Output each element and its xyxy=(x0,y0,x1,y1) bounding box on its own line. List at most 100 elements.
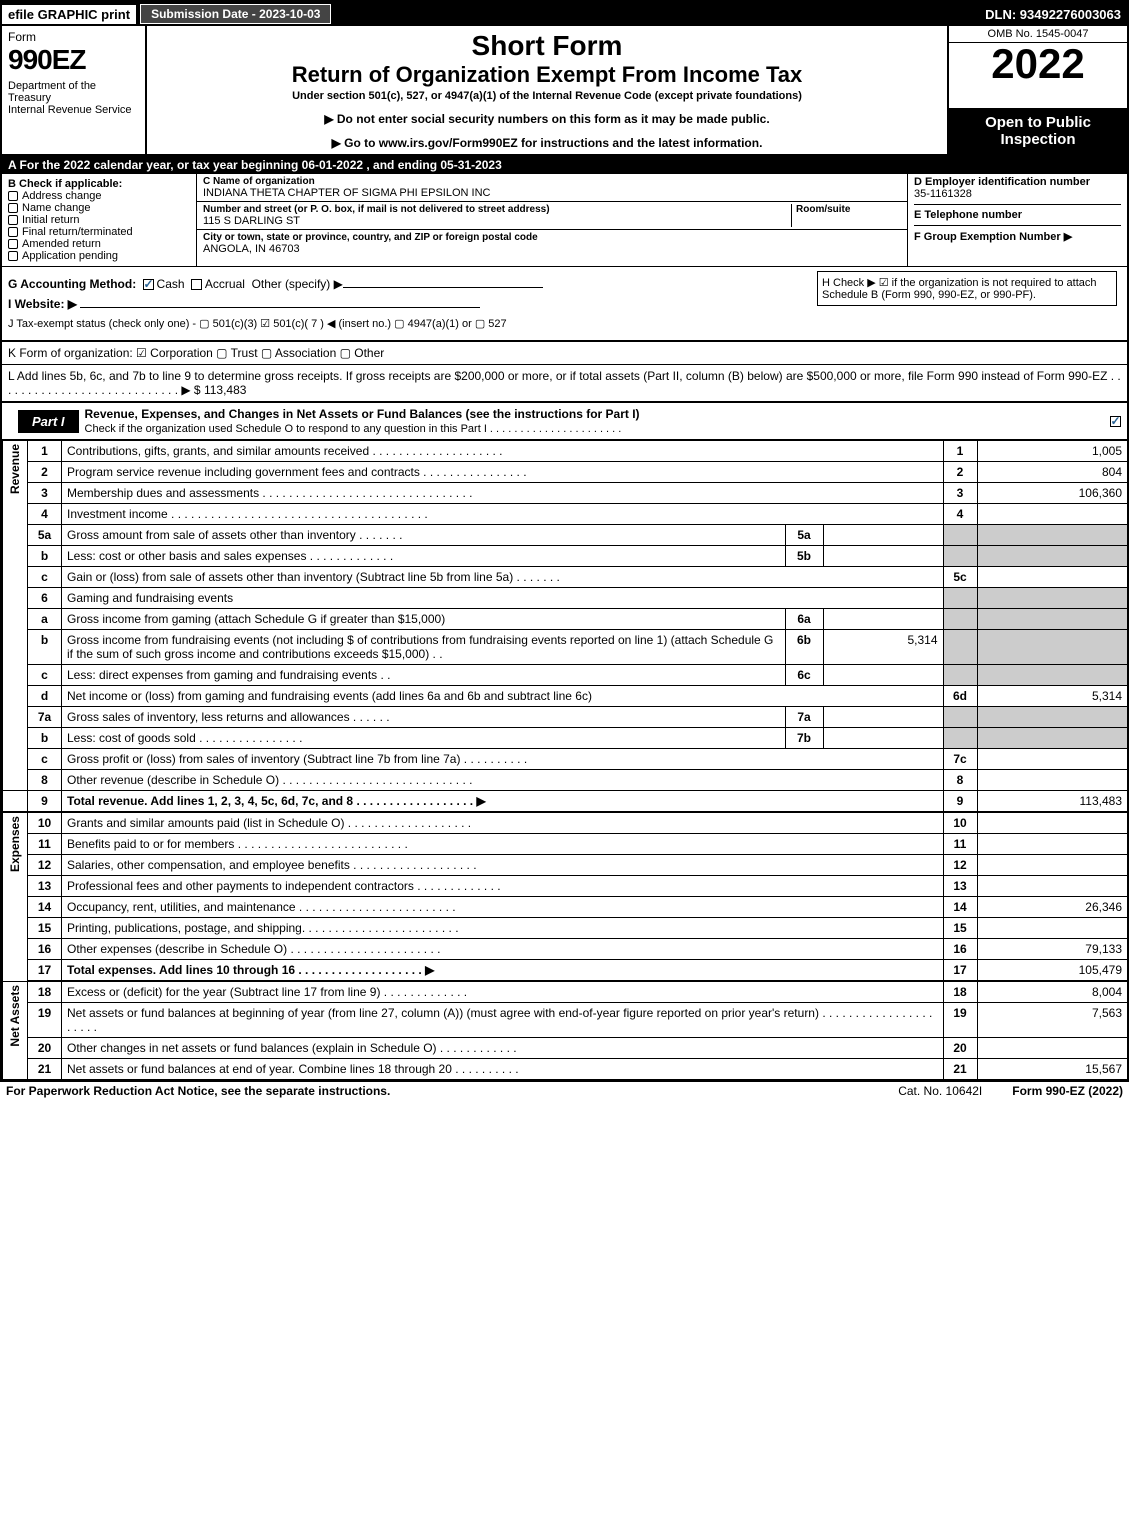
line-amount xyxy=(823,546,943,567)
line-amount: 105,479 xyxy=(977,960,1127,982)
checkbox-icon[interactable] xyxy=(8,227,18,237)
line-desc: Benefits paid to or for members . . . . … xyxy=(62,834,944,855)
line-desc: Membership dues and assessments . . . . … xyxy=(62,483,944,504)
line-desc: Net income or (loss) from gaming and fun… xyxy=(62,686,944,707)
line-amount: 5,314 xyxy=(823,630,943,665)
checkbox-icon[interactable] xyxy=(143,279,154,290)
section-a: A For the 2022 calendar year, or tax yea… xyxy=(2,156,1127,174)
street-address: 115 S DARLING ST xyxy=(203,215,791,227)
section-def: D Employer identification number 35-1161… xyxy=(907,174,1127,266)
section-h: H Check ▶ ☑ if the organization is not r… xyxy=(817,271,1117,306)
section-b: B Check if applicable: Address change Na… xyxy=(2,174,197,266)
line-amount: 7,563 xyxy=(977,1003,1127,1038)
line-desc: Contributions, gifts, grants, and simila… xyxy=(62,441,944,462)
c-city-label: City or town, state or province, country… xyxy=(203,232,538,243)
short-form-title: Short Form xyxy=(151,30,943,62)
line-desc: Less: cost or other basis and sales expe… xyxy=(62,546,786,567)
line-amount: 15,567 xyxy=(977,1059,1127,1080)
line-desc: Total revenue. Add lines 1, 2, 3, 4, 5c,… xyxy=(62,791,944,813)
line-amount xyxy=(977,749,1127,770)
checkbox-icon[interactable] xyxy=(8,215,18,225)
form-header: Form 990EZ Department of the Treasury In… xyxy=(2,26,1127,156)
header-center: Short Form Return of Organization Exempt… xyxy=(147,26,947,154)
line-desc: Other changes in net assets or fund bala… xyxy=(62,1038,944,1059)
c-street-label: Number and street (or P. O. box, if mail… xyxy=(203,204,791,215)
b-title: B Check if applicable: xyxy=(8,178,190,190)
checkbox-icon[interactable] xyxy=(8,191,18,201)
line-desc: Program service revenue including govern… xyxy=(62,462,944,483)
group-exemption-label: F Group Exemption Number ▶ xyxy=(914,230,1121,243)
line-amount xyxy=(823,609,943,630)
checkbox-icon[interactable] xyxy=(1110,416,1121,427)
goto-link[interactable]: ▶ Go to www.irs.gov/Form990EZ for instru… xyxy=(151,136,943,150)
line-amount: 113,483 xyxy=(977,791,1127,813)
section-k: K Form of organization: ☑ Corporation ▢ … xyxy=(2,340,1127,365)
return-title: Return of Organization Exempt From Incom… xyxy=(151,62,943,88)
b-item: Final return/terminated xyxy=(8,226,190,238)
part1-table: Revenue 1Contributions, gifts, grants, a… xyxy=(2,440,1127,1080)
line-amount xyxy=(823,665,943,686)
line-desc: Less: direct expenses from gaming and fu… xyxy=(62,665,786,686)
room-label: Room/suite xyxy=(796,204,901,215)
line-desc: Net assets or fund balances at end of ye… xyxy=(62,1059,944,1080)
form-number: 990EZ xyxy=(8,44,139,76)
line-amount: 106,360 xyxy=(977,483,1127,504)
line-amount: 8,004 xyxy=(977,981,1127,1003)
b-item: Address change xyxy=(8,190,190,202)
efile-label: efile GRAPHIC print xyxy=(2,5,136,24)
line-amount xyxy=(977,812,1127,834)
line-amount xyxy=(823,707,943,728)
line-amount xyxy=(823,728,943,749)
tax-year: 2022 xyxy=(949,43,1127,108)
checkbox-icon[interactable] xyxy=(8,251,18,261)
line-desc: Gross profit or (loss) from sales of inv… xyxy=(62,749,944,770)
line-desc: Gross income from gaming (attach Schedul… xyxy=(62,609,786,630)
line-desc: Professional fees and other payments to … xyxy=(62,876,944,897)
line-desc: Less: cost of goods sold . . . . . . . .… xyxy=(62,728,786,749)
line-amount xyxy=(977,876,1127,897)
line-desc: Other expenses (describe in Schedule O) … xyxy=(62,939,944,960)
open-inspection: Open to Public Inspection xyxy=(949,108,1127,154)
line-desc: Grants and similar amounts paid (list in… xyxy=(62,812,944,834)
line-amount xyxy=(823,525,943,546)
page-footer: For Paperwork Reduction Act Notice, see … xyxy=(0,1082,1129,1100)
section-l: L Add lines 5b, 6c, and 7b to line 9 to … xyxy=(2,365,1127,403)
form-label: Form xyxy=(8,30,139,44)
line-desc: Gain or (loss) from sale of assets other… xyxy=(62,567,944,588)
department: Department of the Treasury Internal Reve… xyxy=(8,80,139,116)
checkbox-icon[interactable] xyxy=(8,239,18,249)
line-amount xyxy=(977,504,1127,525)
expenses-label: Expenses xyxy=(3,812,28,981)
line-desc: Investment income . . . . . . . . . . . … xyxy=(62,504,944,525)
form-container: efile GRAPHIC print Submission Date - 20… xyxy=(0,0,1129,1082)
line-amount xyxy=(977,1038,1127,1059)
line-amount: 1,005 xyxy=(977,441,1127,462)
b-item: Initial return xyxy=(8,214,190,226)
line-desc: Excess or (deficit) for the year (Subtra… xyxy=(62,981,944,1003)
b-item: Amended return xyxy=(8,238,190,250)
line-amount xyxy=(977,567,1127,588)
line-desc: Net assets or fund balances at beginning… xyxy=(62,1003,944,1038)
line-amount xyxy=(977,855,1127,876)
top-bar: efile GRAPHIC print Submission Date - 20… xyxy=(2,2,1127,26)
header-right: OMB No. 1545-0047 2022 Open to Public In… xyxy=(947,26,1127,154)
part1-header: Part I Revenue, Expenses, and Changes in… xyxy=(2,403,1127,440)
catalog-number: Cat. No. 10642I xyxy=(898,1084,982,1098)
line-amount xyxy=(977,918,1127,939)
b-item: Name change xyxy=(8,202,190,214)
header-left: Form 990EZ Department of the Treasury In… xyxy=(2,26,147,154)
dln: DLN: 93492276003063 xyxy=(985,7,1127,22)
line-desc: Occupancy, rent, utilities, and maintena… xyxy=(62,897,944,918)
city-state-zip: ANGOLA, IN 46703 xyxy=(203,243,538,255)
b-item: Application pending xyxy=(8,250,190,262)
checkbox-icon[interactable] xyxy=(8,203,18,213)
revenue-label: Revenue xyxy=(3,441,28,791)
netassets-label: Net Assets xyxy=(3,981,28,1080)
submission-date: Submission Date - 2023-10-03 xyxy=(140,4,331,24)
line-amount xyxy=(977,834,1127,855)
checkbox-icon[interactable] xyxy=(191,279,202,290)
under-section: Under section 501(c), 527, or 4947(a)(1)… xyxy=(151,90,943,102)
line-desc: Gross amount from sale of assets other t… xyxy=(62,525,786,546)
part-label: Part I xyxy=(18,410,79,433)
paperwork-notice: For Paperwork Reduction Act Notice, see … xyxy=(6,1084,390,1098)
